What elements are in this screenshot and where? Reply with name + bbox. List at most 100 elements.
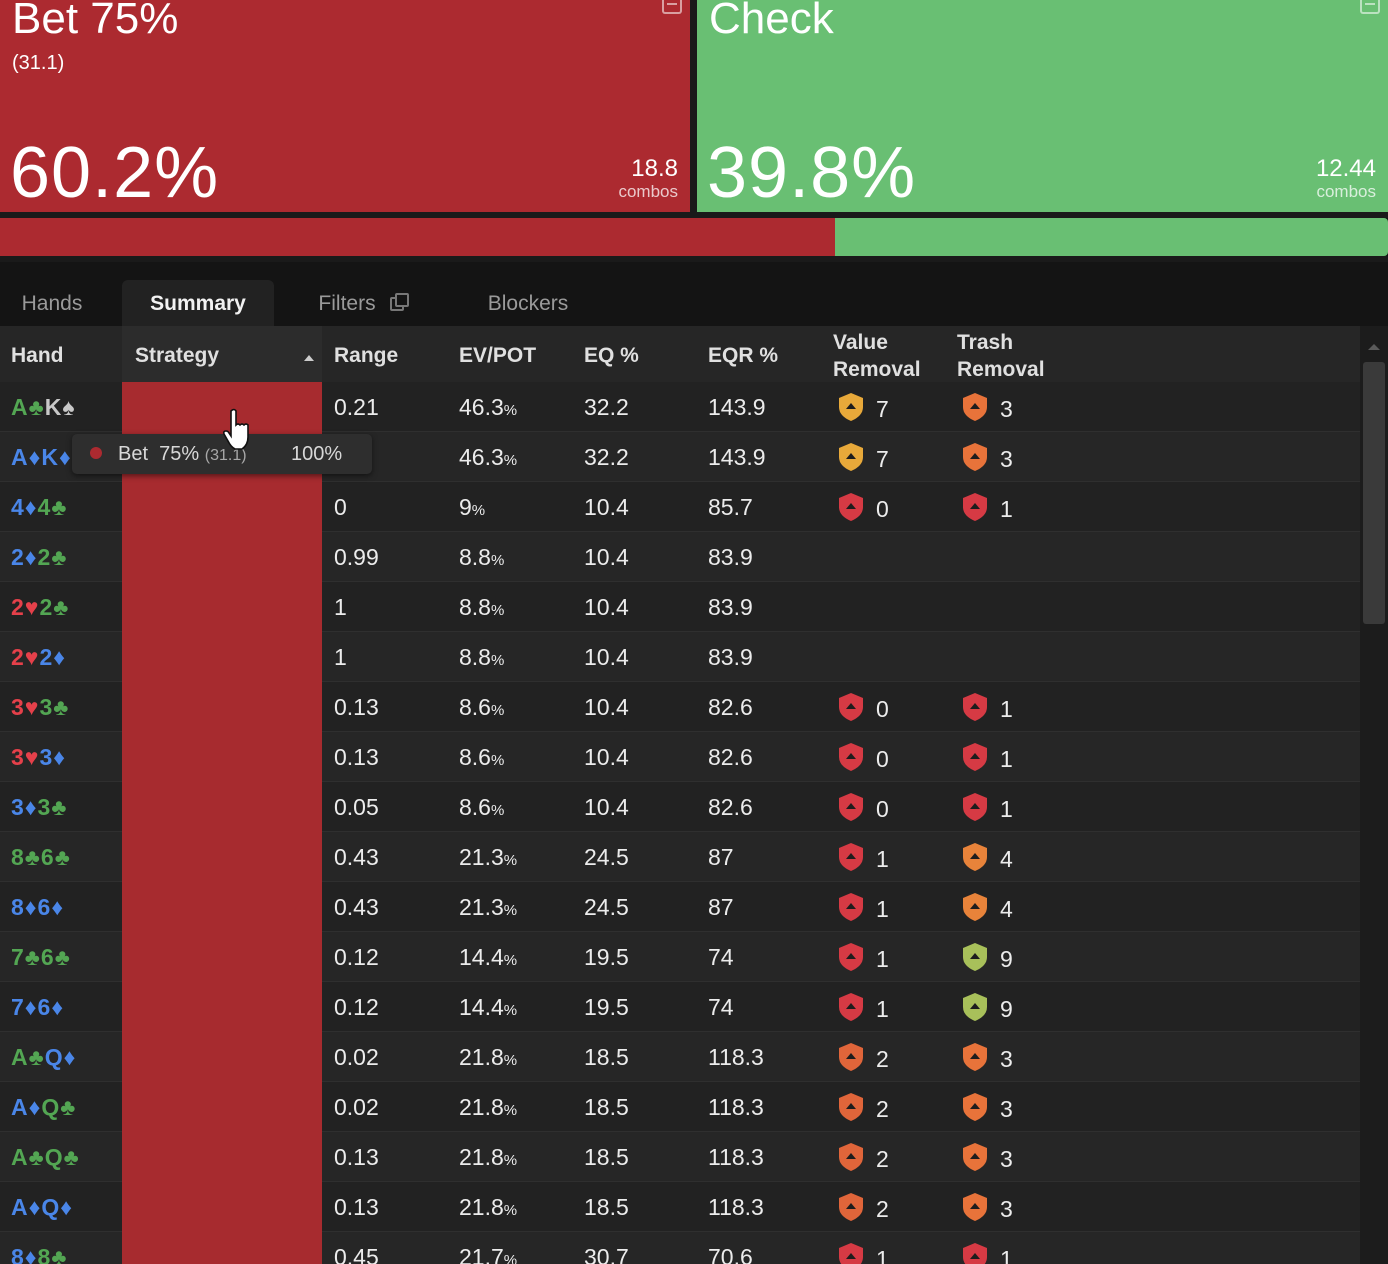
strategy-bar[interactable] — [122, 582, 322, 632]
range-cell: 0.13 — [334, 744, 379, 770]
eqr-cell: 87 — [708, 844, 734, 870]
suit-icon: ♣ — [24, 944, 41, 970]
trash-removal-cell: 3 — [962, 1032, 1013, 1082]
frequency-bar — [0, 218, 1388, 256]
removal-value: 7 — [876, 445, 889, 472]
trash-removal-cell: 9 — [962, 982, 1013, 1032]
table-header: Hand Strategy Range EV/POT EQ % EQR % Va… — [0, 326, 1360, 382]
hand-cell: 2♥2♣ — [11, 582, 69, 632]
table-row[interactable]: 8♣6♣ 0.43 21.3% 24.5 87 1 4 — [0, 832, 1360, 882]
table-row[interactable]: A♣K♠ 0.21 46.3% 32.2 143.9 7 3 — [0, 382, 1360, 432]
range-cell: 0.12 — [334, 994, 379, 1020]
strategy-bar[interactable] — [122, 482, 322, 532]
column-header-eqr[interactable]: EQR % — [708, 344, 779, 367]
table-row[interactable]: 7♣6♣ 0.12 14.4% 19.5 74 1 9 — [0, 932, 1360, 982]
column-header-strategy[interactable]: Strategy — [122, 326, 322, 382]
table-row[interactable]: 4♦4♣ 0 9% 10.4 85.7 0 1 — [0, 482, 1360, 532]
value-removal-cell: 0 — [838, 732, 889, 782]
hand-cell: A♦Q♦ — [11, 1182, 73, 1232]
strategy-bar[interactable] — [122, 1232, 322, 1264]
column-header-ev-pot[interactable]: EV/POT — [459, 344, 537, 367]
value-removal-cell: 2 — [838, 1082, 889, 1132]
tab-blockers[interactable]: Blockers — [470, 280, 586, 326]
table-row[interactable]: 2♥2♦ 1 8.8% 10.4 83.9 — [0, 632, 1360, 682]
table-row[interactable]: A♣Q♣ 0.13 21.8% 18.5 118.3 2 3 — [0, 1132, 1360, 1182]
check-action-name: Check — [709, 0, 834, 43]
hand-card: 8 — [11, 844, 25, 870]
table-row[interactable]: 7♦6♦ 0.12 14.4% 19.5 74 1 9 — [0, 982, 1360, 1032]
shield-icon — [962, 692, 988, 722]
table-row[interactable]: 8♦6♦ 0.43 21.3% 24.5 87 1 4 — [0, 882, 1360, 932]
strategy-bar[interactable] — [122, 382, 322, 432]
trash-removal-cell: 3 — [962, 382, 1013, 432]
strategy-bar[interactable] — [122, 682, 322, 732]
eqr-cell: 83.9 — [708, 644, 753, 670]
table-row[interactable]: A♦Q♣ 0.02 21.8% 18.5 118.3 2 3 — [0, 1082, 1360, 1132]
suit-icon: ♣ — [54, 944, 71, 970]
eq-cell: 24.5 — [584, 844, 629, 870]
hand-card: 2 — [39, 594, 54, 620]
eqr-cell: 83.9 — [708, 544, 753, 570]
shield-icon — [962, 742, 988, 772]
removal-value: 1 — [876, 945, 889, 972]
ev-pot-unit: % — [490, 602, 505, 619]
strategy-bar[interactable] — [122, 1082, 322, 1132]
trash-removal-cell: 3 — [962, 432, 1013, 482]
shield-icon — [838, 792, 864, 822]
table-row[interactable]: 8♦8♣ 0.45 21.7% 30.7 70.6 1 1 — [0, 1232, 1360, 1264]
table-row[interactable]: 3♥3♦ 0.13 8.6% 10.4 82.6 0 1 — [0, 732, 1360, 782]
strategy-bar[interactable] — [122, 732, 322, 782]
scroll-thumb[interactable] — [1363, 362, 1385, 624]
strategy-bar[interactable] — [122, 1032, 322, 1082]
tab-label: Summary — [150, 292, 246, 315]
ev-pot-cell: 8.6% — [459, 782, 504, 832]
hand-cell: 3♥3♣ — [11, 682, 69, 732]
tab-summary[interactable]: Summary — [122, 280, 274, 326]
eqr-cell: 118.3 — [708, 1094, 764, 1120]
tab-filters[interactable]: Filters — [296, 280, 426, 326]
strategy-bar[interactable] — [122, 532, 322, 582]
suit-icon: ♣ — [53, 594, 70, 620]
strategy-bar[interactable] — [122, 982, 322, 1032]
table-row[interactable]: A♦Q♦ 0.13 21.8% 18.5 118.3 2 3 — [0, 1182, 1360, 1232]
strategy-bar[interactable] — [122, 632, 322, 682]
hand-card: 4 — [11, 494, 25, 520]
strategy-bar[interactable] — [122, 782, 322, 832]
strategy-bar[interactable] — [122, 932, 322, 982]
note-icon[interactable] — [662, 0, 682, 14]
eqr-cell: 82.6 — [708, 744, 753, 770]
strategy-bar[interactable] — [122, 1182, 322, 1232]
removal-value: 3 — [1000, 1145, 1013, 1172]
bet-action-panel[interactable]: Bet 75% (31.1) 60.2% 18.8 combos — [0, 0, 690, 213]
hand-cell: 2♥2♦ — [11, 632, 66, 682]
strategy-bar[interactable] — [122, 832, 322, 882]
column-header-eq[interactable]: EQ % — [584, 344, 639, 367]
column-header-hand[interactable]: Hand — [11, 344, 64, 367]
check-action-panel[interactable]: Check 39.8% 12.44 combos — [697, 0, 1388, 213]
table-row[interactable]: 2♥2♣ 1 8.8% 10.4 83.9 — [0, 582, 1360, 632]
table-row[interactable]: 3♥3♣ 0.13 8.6% 10.4 82.6 0 1 — [0, 682, 1360, 732]
suit-icon: ♣ — [51, 544, 68, 570]
scrollbar[interactable] — [1360, 326, 1388, 1264]
column-header-line: Value — [833, 331, 888, 354]
strategy-bar[interactable] — [122, 882, 322, 932]
ev-pot-value: 21.3 — [459, 844, 504, 870]
action-summary: Bet 75% (31.1) 60.2% 18.8 combos Check 3… — [0, 0, 1388, 214]
table-row[interactable]: 2♦2♣ 0.99 8.8% 10.4 83.9 — [0, 532, 1360, 582]
note-icon[interactable] — [1360, 0, 1380, 14]
column-header-trash-removal[interactable]: Trash Removal — [957, 329, 1045, 383]
scroll-up-icon[interactable] — [1368, 344, 1380, 350]
strategy-bar[interactable] — [122, 1132, 322, 1182]
table-row[interactable]: A♣Q♦ 0.02 21.8% 18.5 118.3 2 3 — [0, 1032, 1360, 1082]
hand-cell: 2♦2♣ — [11, 532, 67, 582]
ev-pot-value: 9 — [459, 494, 472, 520]
eqr-cell: 118.3 — [708, 1144, 764, 1170]
column-header-value-removal[interactable]: Value Removal — [833, 329, 921, 383]
tab-hands[interactable]: Hands — [0, 280, 104, 326]
ev-pot-value: 8.8 — [459, 544, 491, 570]
shield-icon — [838, 992, 864, 1022]
bet-combos-value: 18.8 — [631, 155, 678, 182]
table-row[interactable]: 3♦3♣ 0.05 8.6% 10.4 82.6 0 1 — [0, 782, 1360, 832]
trash-removal-cell: 1 — [962, 682, 1013, 732]
column-header-range[interactable]: Range — [334, 344, 399, 367]
